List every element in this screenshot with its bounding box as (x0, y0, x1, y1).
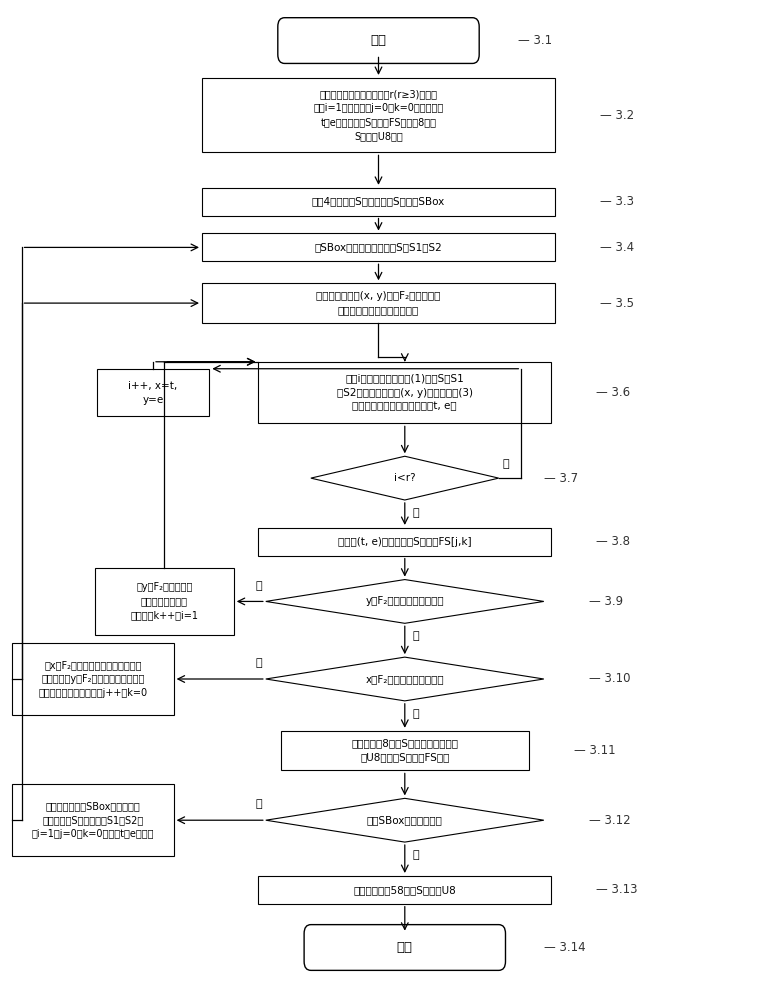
Text: 开始i轮迭代，根据公式(1)选择S盒S1
或S2，基于输入变量(x, y)，根据公式(3)
进行轮函数操作，形成输出（t, e）: 开始i轮迭代，根据公式(1)选择S盒S1 或S2，基于输入变量(x, y)，根据… (337, 374, 473, 412)
Text: 以全遍历方式在SBox集合选择下
一组的两个S盒并定义为S1和S2，
令i=1，j=0，k=0，设置t和e均为空: 以全遍历方式在SBox集合选择下 一组的两个S盒并定义为S1和S2， 令i=1，… (32, 801, 154, 839)
FancyBboxPatch shape (202, 78, 555, 152)
Text: 开始: 开始 (370, 34, 387, 47)
FancyBboxPatch shape (202, 188, 555, 216)
Text: 将输出(t, e)合并后存入S盒矩阵FS[j,k]: 将输出(t, e)合并后存入S盒矩阵FS[j,k] (338, 537, 472, 547)
Polygon shape (266, 798, 544, 842)
Polygon shape (266, 580, 544, 623)
FancyBboxPatch shape (304, 925, 506, 970)
Text: — 3.2: — 3.2 (600, 109, 634, 122)
Text: — 3.1: — 3.1 (518, 34, 552, 47)
FancyBboxPatch shape (12, 643, 173, 715)
FancyBboxPatch shape (202, 283, 555, 323)
Text: 得到一个新8比特S盒，将其加入到集
合U8，并将S盒矩阵FS置空: 得到一个新8比特S盒，将其加入到集 合U8，并将S盒矩阵FS置空 (351, 739, 458, 763)
FancyBboxPatch shape (278, 18, 479, 63)
Text: — 3.12: — 3.12 (589, 814, 631, 827)
Text: — 3.3: — 3.3 (600, 195, 634, 208)
Text: 令y在F₂域中按字典
顺序遍历取下一个
値，并令k++，i=1: 令y在F₂域中按字典 顺序遍历取下一个 値，并令k++，i=1 (130, 582, 198, 620)
FancyBboxPatch shape (97, 369, 210, 416)
Text: 集合SBox全遍历结束？: 集合SBox全遍历结束？ (367, 815, 443, 825)
Text: 是: 是 (413, 631, 419, 641)
Text: 初始化输入变量(x, y)，在F₂域上按字典
顺序分别开始遍历取第一个値: 初始化输入变量(x, y)，在F₂域上按字典 顺序分别开始遍历取第一个値 (316, 291, 441, 315)
Text: — 3.6: — 3.6 (597, 386, 631, 399)
Text: 否: 否 (255, 658, 262, 668)
Text: x在F₂域中遍历完所有値？: x在F₂域中遍历完所有値？ (366, 674, 444, 684)
Text: 初始化变量，设置最大轮数r(r≥3)，当前
轮数i=1；下标变量j=0和k=0；临时向量
t和e分别为空；S盒矩阵FS为空；8比特
S盒集合U8为空: 初始化变量，设置最大轮数r(r≥3)，当前 轮数i=1；下标变量j=0和k=0；… (313, 89, 444, 141)
Text: 令x在F₂域中按字典顺序遍历取下一
个値，并令y在F₂域上按字典顺序开始
重新遍历取第一个値，令j++，k=0: 令x在F₂域中按字典顺序遍历取下一 个値，并令y在F₂域上按字典顺序开始 重新遍… (39, 660, 148, 698)
FancyBboxPatch shape (12, 784, 173, 856)
Text: — 3.9: — 3.9 (589, 595, 623, 608)
Text: y在F₂域中遍历完所有値？: y在F₂域中遍历完所有値？ (366, 596, 444, 606)
FancyBboxPatch shape (258, 876, 551, 904)
Text: 是: 是 (503, 459, 509, 469)
Text: — 3.5: — 3.5 (600, 297, 634, 310)
FancyBboxPatch shape (258, 362, 551, 423)
Text: 否: 否 (255, 799, 262, 809)
Text: — 3.4: — 3.4 (600, 241, 634, 254)
Text: 结束: 结束 (397, 941, 413, 954)
Text: — 3.13: — 3.13 (597, 883, 638, 896)
Text: 否: 否 (255, 581, 262, 591)
Text: 是: 是 (413, 850, 419, 860)
Text: 否: 否 (413, 508, 419, 518)
Text: — 3.14: — 3.14 (544, 941, 585, 954)
Text: 从SBox中全遍历选择两个S盒S1，S2: 从SBox中全遍历选择两个S盒S1，S2 (315, 242, 442, 252)
Text: — 3.10: — 3.10 (589, 672, 631, 686)
Text: 输出搜索到的58比特S盒集合U8: 输出搜索到的58比特S盒集合U8 (354, 885, 456, 895)
FancyBboxPatch shape (281, 731, 529, 770)
Text: — 3.11: — 3.11 (574, 744, 615, 757)
Text: i<r?: i<r? (394, 473, 416, 483)
FancyBboxPatch shape (258, 528, 551, 556)
Text: 是: 是 (413, 709, 419, 719)
Polygon shape (266, 657, 544, 701)
FancyBboxPatch shape (202, 233, 555, 261)
Text: — 3.7: — 3.7 (544, 472, 578, 485)
FancyBboxPatch shape (95, 568, 234, 635)
Polygon shape (311, 456, 499, 500)
Text: — 3.8: — 3.8 (597, 535, 631, 548)
Text: 所有4比特最优S盒样本放入S盒集合SBox: 所有4比特最优S盒样本放入S盒集合SBox (312, 197, 445, 207)
Text: i++, x=t,
y=e: i++, x=t, y=e (129, 381, 178, 405)
